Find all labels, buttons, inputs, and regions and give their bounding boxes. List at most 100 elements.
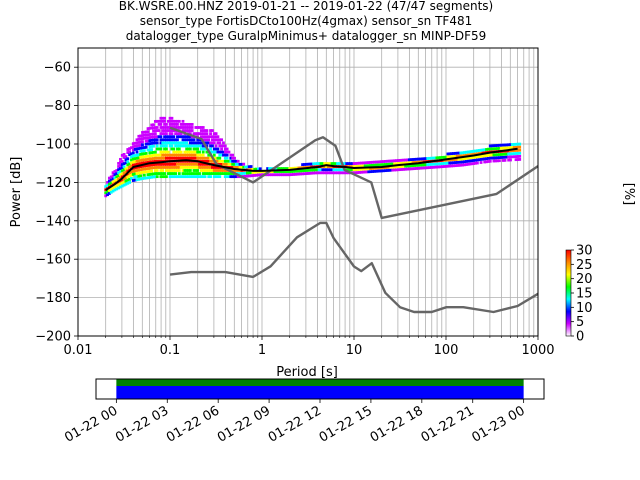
psd-cell: [358, 167, 362, 171]
psd-cell: [192, 156, 196, 160]
psd-cell: [174, 169, 178, 172]
psd-cell: [487, 153, 490, 157]
psd-cell: [459, 151, 463, 155]
psd-cell: [161, 175, 165, 179]
psd-cell: [507, 146, 511, 150]
psd-cell: [166, 129, 170, 132]
psd-cell: [131, 169, 135, 173]
psd-cell: [139, 146, 143, 150]
psd-cell: [115, 172, 119, 176]
psd-cell: [400, 165, 404, 168]
psd-cell: [166, 162, 170, 166]
psd-cell: [488, 153, 492, 157]
psd-cell: [155, 126, 159, 129]
psd-cell: [153, 169, 157, 172]
psd-cell: [240, 162, 244, 166]
psd-cell: [233, 169, 236, 172]
psd-cell: [196, 166, 200, 169]
psd-cell: [155, 153, 159, 157]
psd-cell: [183, 123, 187, 126]
psd-cell: [130, 146, 133, 150]
psd-cell: [323, 171, 327, 175]
psd-cell: [498, 159, 501, 163]
psd-cell: [107, 176, 111, 180]
psd-cell: [376, 163, 380, 167]
psd-cell: [223, 153, 227, 157]
psd-cell: [190, 156, 194, 160]
psd-cell: [227, 162, 231, 166]
psd-cell: [165, 169, 168, 172]
psd-cell: [146, 176, 150, 180]
psd-cell: [166, 172, 170, 175]
psd-cell: [201, 162, 205, 166]
colorbar-tick-label: 5: [576, 315, 584, 330]
psd-cell: [159, 123, 163, 126]
psd-cell: [157, 166, 161, 169]
psd-cell: [146, 127, 150, 130]
psd-cell: [148, 169, 152, 173]
psd-cell: [141, 158, 144, 162]
psd-cell: [150, 157, 154, 161]
psd-cell: [170, 129, 174, 132]
psd-cell: [214, 138, 218, 142]
psd-cell: [146, 142, 150, 146]
psd-cell: [446, 155, 450, 159]
psd-cell: [165, 162, 168, 166]
psd-cell: [150, 123, 154, 127]
psd-cell: [187, 123, 190, 126]
psd-cell: [396, 162, 400, 165]
psd-cell: [291, 166, 295, 170]
psd-cell: [179, 150, 183, 154]
psd-cell: [194, 126, 198, 129]
psd-cell: [196, 144, 200, 148]
psd-cell: [439, 165, 442, 169]
psd-cell: [227, 150, 231, 154]
psd-cell: [174, 172, 178, 175]
psd-cell: [494, 159, 498, 163]
mean-line: [105, 147, 518, 191]
psd-cell: [148, 154, 152, 158]
psd-cell: [179, 162, 183, 166]
psd-cell: [496, 156, 500, 160]
psd-cell: [187, 129, 190, 132]
psd-cell: [185, 162, 189, 166]
psd-cell: [179, 153, 183, 157]
psd-cell: [142, 167, 146, 171]
psd-cell: [201, 147, 205, 151]
psd-cell: [354, 171, 358, 175]
psd-cell: [176, 135, 179, 139]
psd-cell: [404, 167, 408, 171]
psd-cell: [190, 172, 194, 175]
psd-cell: [172, 147, 176, 151]
psd-cell: [317, 171, 321, 175]
psd-cell: [350, 162, 354, 165]
psd-cell: [111, 174, 115, 178]
psd-cell: [196, 141, 200, 145]
psd-cell: [126, 166, 130, 170]
psd-cell: [201, 166, 205, 169]
psd-cell: [144, 167, 148, 171]
psd-cell: [218, 169, 222, 172]
psd-cell: [113, 170, 117, 173]
psd-cell: [271, 173, 275, 177]
psd-cell: [415, 160, 419, 164]
psd-cell: [334, 162, 338, 165]
psd-cell: [398, 158, 402, 162]
psd-cell: [448, 164, 452, 168]
psd-cell: [518, 158, 522, 161]
psd-cell: [367, 167, 371, 171]
psd-cell: [174, 138, 178, 142]
psd-cell: [146, 130, 150, 134]
psd-cell: [181, 119, 185, 123]
psd-cell: [115, 175, 119, 179]
psd-cell: [126, 178, 130, 182]
psd-cell: [131, 148, 135, 152]
psd-cell: [496, 153, 500, 157]
psd-cell: [163, 116, 166, 120]
psd-cell: [201, 169, 205, 172]
psd-cell: [330, 168, 334, 172]
psd-cell: [115, 178, 119, 182]
psd-cell: [177, 147, 181, 151]
psd-cell: [176, 119, 179, 123]
psd-cell: [126, 151, 130, 154]
